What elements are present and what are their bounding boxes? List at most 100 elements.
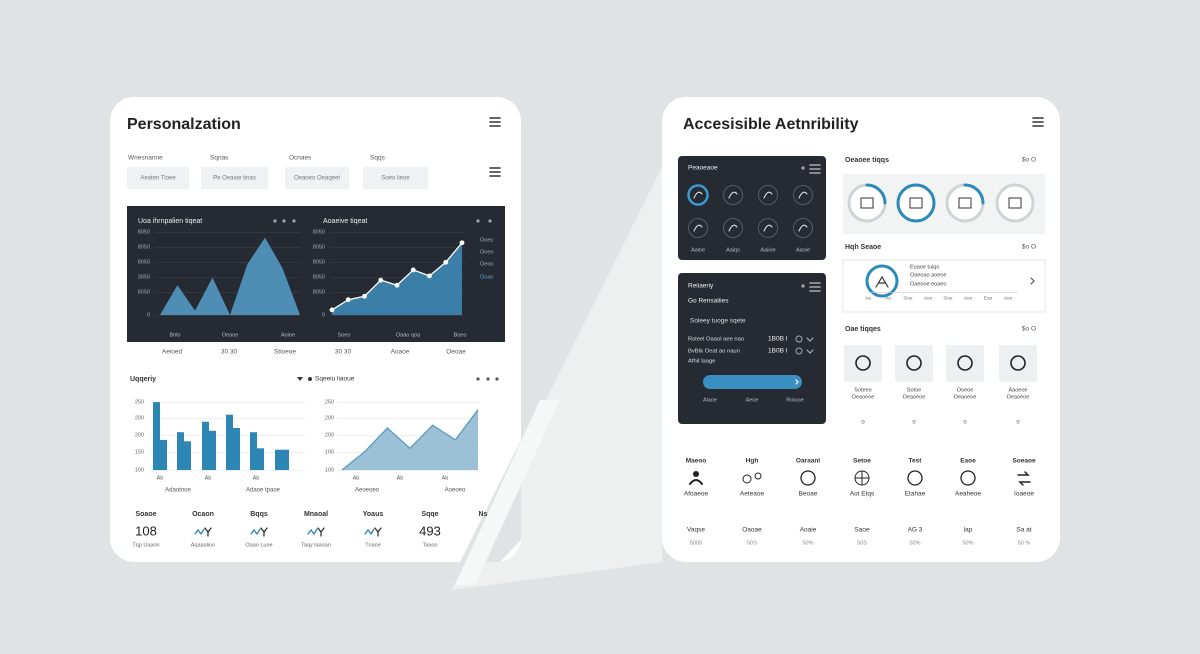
row-label: Rsteel Oaaol aee nao <box>688 337 744 343</box>
feature-value: 50% <box>909 540 920 546</box>
legend-entry: Ooeo <box>480 249 493 255</box>
feature-stat: Saoe <box>854 527 870 534</box>
tile[interactable] <box>999 345 1037 382</box>
icon <box>364 528 375 536</box>
icon <box>317 527 325 537</box>
stat-label: Tqp Uaaon <box>132 542 159 548</box>
tile[interactable] <box>946 345 984 382</box>
tile[interactable] <box>844 345 882 382</box>
icon <box>795 347 803 355</box>
y-tick-label: 0 <box>322 312 325 318</box>
grid-line <box>338 435 480 436</box>
y-tick-label: 3050 <box>138 274 150 280</box>
contrast-ring <box>865 264 899 298</box>
filter-input[interactable] <box>363 167 428 189</box>
y-tick-label: 8050 <box>313 274 325 280</box>
feature-value: 50S <box>747 540 757 546</box>
bar <box>233 428 240 470</box>
button-label: Alaoe <box>703 397 717 403</box>
section-title: Oae tiqqes <box>845 326 881 333</box>
stat-label: Aqaaalioo <box>191 542 215 548</box>
section-meta: $o O <box>1022 244 1036 251</box>
icon <box>801 284 805 288</box>
grid-line <box>155 247 300 248</box>
icon <box>250 528 261 536</box>
feature-label: Aot Etqs <box>850 491 875 498</box>
tile-name: Ooeoe <box>957 387 974 393</box>
icon <box>963 183 985 205</box>
icon <box>896 183 936 223</box>
grid-line <box>330 262 465 263</box>
feature-value: 50 % <box>1018 540 1031 546</box>
slider-button[interactable] <box>703 375 802 389</box>
point <box>410 267 416 273</box>
tile-name: Soteeo <box>854 387 871 393</box>
panel-title: Reiiaeriy <box>688 283 714 290</box>
bar <box>282 449 289 470</box>
x-tick-label: Ab <box>205 475 212 481</box>
tile-label: Oeaoeoe <box>903 394 926 400</box>
panel-subtitle: Go Rensaliies <box>688 298 729 305</box>
stat-label: Oaao Luoe <box>245 542 272 548</box>
point <box>378 277 384 283</box>
y-tick-label: 8050 <box>138 289 150 295</box>
bar <box>184 441 191 470</box>
x-tick-label: Ab <box>253 475 260 481</box>
y-tick-label: 8050 <box>313 229 325 235</box>
access-button <box>793 218 813 238</box>
icon <box>495 377 499 381</box>
x-tick-label: Ab <box>353 475 360 481</box>
dropdown-icon <box>297 377 303 381</box>
summary-label: Stioeoe <box>274 349 296 356</box>
bar <box>275 449 282 470</box>
filter-input[interactable] <box>201 167 268 189</box>
feature-name: Maeoo <box>686 458 707 465</box>
icon <box>308 377 312 381</box>
feature-stat: lap <box>964 527 973 534</box>
icon <box>260 527 268 537</box>
grid-line <box>155 262 300 263</box>
icon <box>488 219 492 223</box>
icon <box>374 527 382 537</box>
filter-input[interactable] <box>285 167 349 189</box>
filter-label: Sqnas <box>210 155 229 162</box>
grid-line <box>330 232 465 233</box>
feature-name: Setoe <box>853 458 871 465</box>
access-button <box>687 184 709 206</box>
scale-line <box>868 292 1018 293</box>
y-tick-label: 150 <box>135 449 144 455</box>
stat-header: Bqqs <box>250 511 268 518</box>
y-tick-label: 0 <box>147 312 150 318</box>
icon <box>763 224 773 232</box>
line <box>341 409 479 471</box>
tile[interactable] <box>895 345 933 382</box>
button-label: Aaiioe <box>760 247 775 253</box>
section-title: Uqqeriy <box>130 376 156 383</box>
icon <box>763 191 773 199</box>
filter-value: Oeaoeo Oeaqeet <box>294 176 340 182</box>
stat-header: Yoaus <box>363 511 384 518</box>
scale-label: Eoe <box>984 295 993 301</box>
info-line: Eoaoe tuiqo <box>910 264 939 270</box>
filter-input[interactable] <box>127 167 189 189</box>
stat-header: Sqqe <box>421 511 438 518</box>
button-label: Aeoe <box>746 397 759 403</box>
x-tick-label: Oeaoe <box>222 332 239 338</box>
tile-count: o <box>963 420 967 426</box>
y-tick-label: 8050 <box>313 244 325 250</box>
menu-icon <box>489 167 501 177</box>
feature-label: Ioaeoe <box>1014 491 1034 498</box>
tile-label: Oeaoeoe <box>954 394 977 400</box>
point <box>394 282 400 288</box>
summary-label: Aeioed <box>162 349 183 356</box>
x-tick-label: Ab <box>442 475 449 481</box>
y-tick-label: 8050 <box>313 289 325 295</box>
bar <box>160 439 167 470</box>
circle-button <box>995 183 1035 223</box>
icon <box>806 349 814 354</box>
icon <box>693 471 699 477</box>
axis-label: Adaotnoe <box>165 488 191 494</box>
bar <box>177 432 184 470</box>
tile-label: Oeaoeoe <box>1007 394 1030 400</box>
y-tick-label: 200 <box>135 415 144 421</box>
